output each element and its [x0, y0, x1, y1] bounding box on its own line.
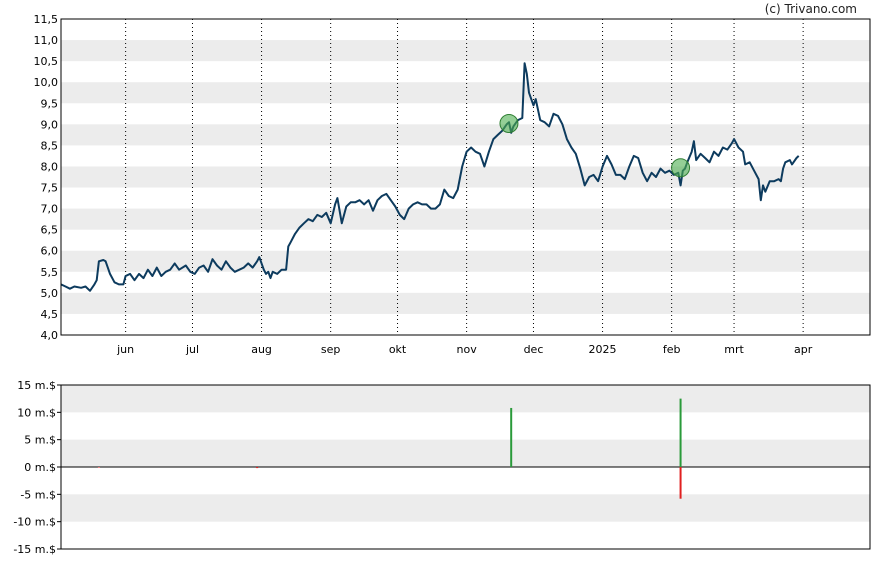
- price-x-tick-label: okt: [389, 343, 407, 356]
- price-band: [61, 208, 870, 230]
- volume-panel-frame: [60, 384, 871, 550]
- price-y-tick-label: 11,0: [34, 34, 59, 47]
- price-x-tick-label: sep: [321, 343, 340, 356]
- price-y-tick-label: 4,5: [41, 308, 59, 321]
- price-y-tick-label: 4,0: [41, 329, 59, 342]
- volume-y-tick-label: 0 m.$: [24, 461, 56, 474]
- price-y-tick-label: 8,0: [41, 160, 59, 173]
- price-x-tick-label: 2025: [589, 343, 617, 356]
- price-y-tick-label: 6,5: [41, 224, 59, 237]
- price-band: [61, 40, 870, 62]
- price-x-tick-label: jun: [116, 343, 134, 356]
- price-y-tick-label: 11,5: [34, 13, 59, 26]
- signal-marker: [499, 113, 519, 133]
- volume-y-tick-label: -15 m.$: [13, 543, 56, 556]
- volume-y-tick-label: -10 m.$: [13, 516, 56, 529]
- price-band: [61, 166, 870, 188]
- credit-text: (c) Trivano.com: [765, 2, 857, 16]
- volume-band: [61, 494, 870, 522]
- volume-band: [61, 385, 870, 413]
- price-y-tick-label: 8,5: [41, 139, 59, 152]
- volume-y-tick-label: 10 m.$: [17, 406, 56, 419]
- price-x-tick-label: jul: [185, 343, 199, 356]
- price-y-tick-label: 10,0: [34, 76, 59, 89]
- price-panel-frame: [60, 18, 871, 336]
- price-y-tick-label: 10,5: [34, 55, 59, 68]
- price-panel: 4,0 4,5 5,0 5,5 6,0 6,5 7,0 7,5 8,0 8,5 9,0 9,5 10,0…: [34, 13, 871, 356]
- price-y-tick-label: 6,0: [41, 245, 59, 258]
- price-x-tick-label: apr: [794, 343, 813, 356]
- signal-marker: [671, 158, 691, 178]
- price-x-tick-label: feb: [663, 343, 681, 356]
- price-band: [61, 124, 870, 146]
- price-x-tick-label: dec: [524, 343, 544, 356]
- price-y-tick-label: 7,0: [41, 203, 59, 216]
- volume-y-tick-label: -5 m.$: [20, 488, 56, 501]
- price-x-tick-label: aug: [251, 343, 272, 356]
- volume-y-tick-label: 5 m.$: [24, 434, 56, 447]
- price-line: [60, 62, 800, 292]
- price-x-tick-label: mrt: [724, 343, 744, 356]
- price-y-tick-label: 9,5: [41, 97, 59, 110]
- price-band: [61, 82, 870, 104]
- price-y-tick-label: 9,0: [41, 118, 59, 131]
- price-y-tick-label: 5,5: [41, 266, 59, 279]
- volume-panel: 15 m.$ 10 m.$ 5 m.$ 0 m.$ -5 m.$ -10 m.$ -15 m…: [13, 379, 871, 556]
- price-x-tick-label: nov: [457, 343, 478, 356]
- price-y-tick-label: 7,5: [41, 182, 59, 195]
- volume-y-tick-label: 15 m.$: [17, 379, 56, 392]
- price-band: [61, 292, 870, 314]
- volume-band: [61, 439, 870, 467]
- price-y-tick-label: 5,0: [41, 287, 59, 300]
